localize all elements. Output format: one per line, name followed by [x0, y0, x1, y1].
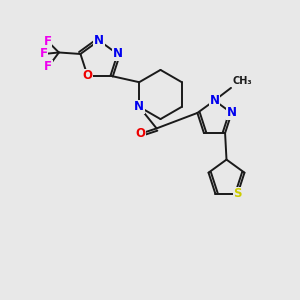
Text: CH₃: CH₃	[232, 76, 252, 86]
Text: F: F	[44, 34, 52, 48]
Text: N: N	[226, 106, 237, 119]
Text: F: F	[44, 60, 52, 74]
Text: O: O	[82, 69, 92, 82]
Text: N: N	[209, 94, 220, 107]
Text: F: F	[40, 47, 48, 61]
Text: N: N	[94, 34, 104, 47]
Text: S: S	[233, 187, 242, 200]
Text: N: N	[134, 100, 144, 113]
Text: O: O	[135, 127, 145, 140]
Text: N: N	[112, 47, 122, 61]
